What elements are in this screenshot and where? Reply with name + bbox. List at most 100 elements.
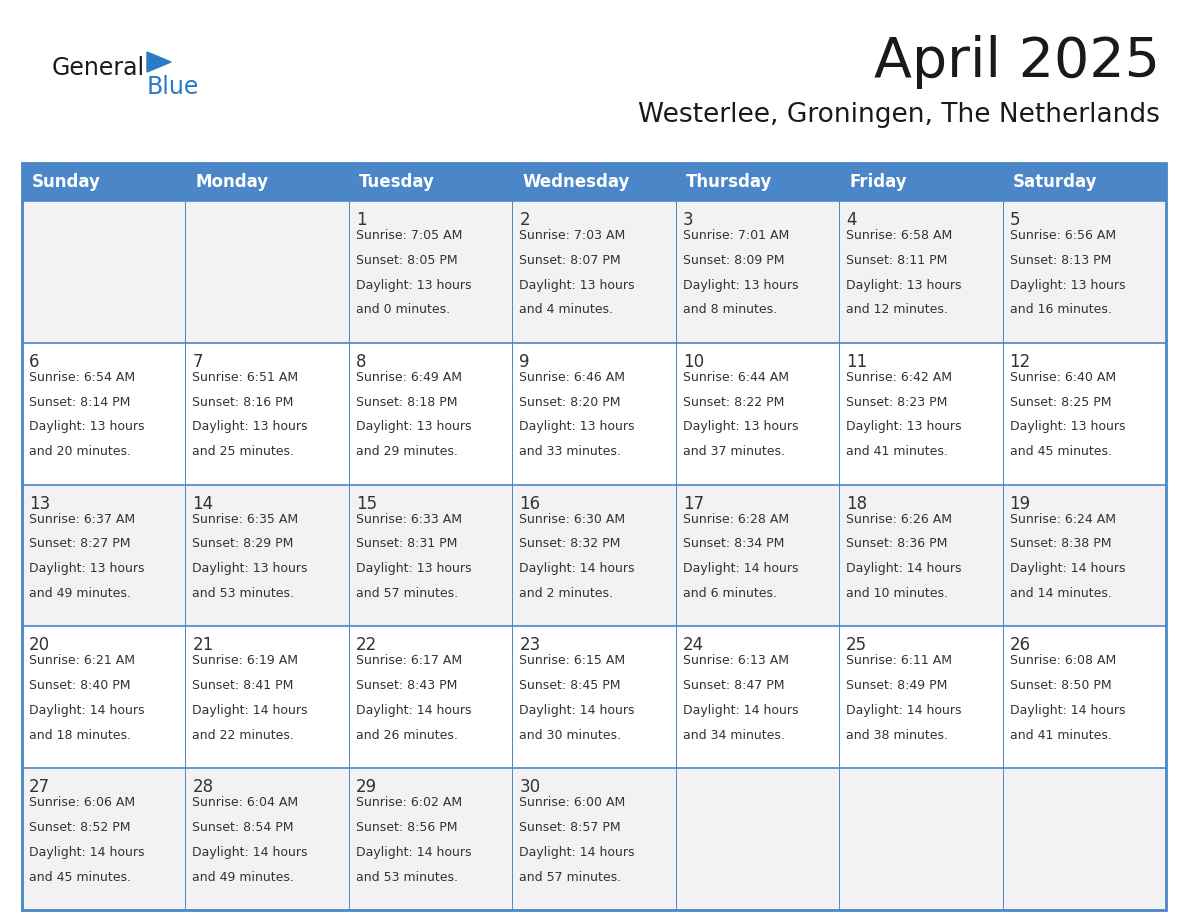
Text: 17: 17: [683, 495, 703, 512]
Text: Sunrise: 6:24 AM: Sunrise: 6:24 AM: [1010, 512, 1116, 526]
Text: 12: 12: [1010, 353, 1031, 371]
Bar: [349, 163, 512, 201]
Bar: [839, 485, 1003, 626]
Text: Sunrise: 6:08 AM: Sunrise: 6:08 AM: [1010, 655, 1116, 667]
Text: Sunset: 8:16 PM: Sunset: 8:16 PM: [192, 396, 293, 409]
Text: Sunset: 8:56 PM: Sunset: 8:56 PM: [356, 821, 457, 834]
Text: Daylight: 13 hours: Daylight: 13 hours: [683, 279, 798, 292]
Text: 30: 30: [519, 778, 541, 796]
Text: 20: 20: [29, 636, 50, 655]
Text: Sunrise: 7:05 AM: Sunrise: 7:05 AM: [356, 229, 462, 242]
Text: Sunrise: 6:51 AM: Sunrise: 6:51 AM: [192, 371, 298, 384]
Text: 21: 21: [192, 636, 214, 655]
Bar: [23, 201, 185, 342]
Text: and 41 minutes.: and 41 minutes.: [1010, 729, 1112, 742]
Text: Sunrise: 6:40 AM: Sunrise: 6:40 AM: [1010, 371, 1116, 384]
Text: Daylight: 14 hours: Daylight: 14 hours: [356, 845, 472, 859]
Text: and 53 minutes.: and 53 minutes.: [192, 587, 295, 600]
Bar: [676, 626, 839, 768]
Bar: [1003, 485, 1165, 626]
Text: Daylight: 13 hours: Daylight: 13 hours: [846, 279, 961, 292]
Text: Sunset: 8:40 PM: Sunset: 8:40 PM: [29, 679, 131, 692]
Text: Sunrise: 6:06 AM: Sunrise: 6:06 AM: [29, 796, 135, 809]
Text: Blue: Blue: [147, 75, 200, 99]
Text: Sunset: 8:25 PM: Sunset: 8:25 PM: [1010, 396, 1111, 409]
Text: Daylight: 13 hours: Daylight: 13 hours: [29, 562, 145, 576]
Text: Daylight: 13 hours: Daylight: 13 hours: [29, 420, 145, 433]
Text: Sunset: 8:11 PM: Sunset: 8:11 PM: [846, 253, 948, 267]
Text: Sunrise: 6:33 AM: Sunrise: 6:33 AM: [356, 512, 462, 526]
Text: Sunrise: 6:42 AM: Sunrise: 6:42 AM: [846, 371, 952, 384]
Text: Sunrise: 6:44 AM: Sunrise: 6:44 AM: [683, 371, 789, 384]
Text: Sunrise: 6:02 AM: Sunrise: 6:02 AM: [356, 796, 462, 809]
Bar: [676, 768, 839, 910]
Text: 6: 6: [29, 353, 39, 371]
Bar: [23, 163, 1165, 910]
Text: Sunrise: 7:03 AM: Sunrise: 7:03 AM: [519, 229, 626, 242]
Text: Daylight: 14 hours: Daylight: 14 hours: [29, 845, 145, 859]
Text: and 49 minutes.: and 49 minutes.: [192, 870, 295, 884]
Text: and 14 minutes.: and 14 minutes.: [1010, 587, 1112, 600]
Text: Sunset: 8:22 PM: Sunset: 8:22 PM: [683, 396, 784, 409]
Text: Sunrise: 6:37 AM: Sunrise: 6:37 AM: [29, 512, 135, 526]
Text: 24: 24: [683, 636, 703, 655]
Text: April 2025: April 2025: [874, 35, 1159, 89]
Bar: [23, 768, 185, 910]
Text: and 22 minutes.: and 22 minutes.: [192, 729, 295, 742]
Bar: [512, 163, 676, 201]
Text: Daylight: 13 hours: Daylight: 13 hours: [1010, 420, 1125, 433]
Text: Daylight: 13 hours: Daylight: 13 hours: [356, 420, 472, 433]
Text: and 53 minutes.: and 53 minutes.: [356, 870, 457, 884]
Text: Daylight: 14 hours: Daylight: 14 hours: [683, 562, 798, 576]
Text: and 45 minutes.: and 45 minutes.: [1010, 445, 1112, 458]
Text: Sunset: 8:07 PM: Sunset: 8:07 PM: [519, 253, 621, 267]
Bar: [185, 485, 349, 626]
Text: 9: 9: [519, 353, 530, 371]
Bar: [23, 626, 185, 768]
Text: Daylight: 14 hours: Daylight: 14 hours: [846, 704, 961, 717]
Text: and 4 minutes.: and 4 minutes.: [519, 304, 613, 317]
Text: 5: 5: [1010, 211, 1020, 229]
Text: Sunset: 8:14 PM: Sunset: 8:14 PM: [29, 396, 131, 409]
Text: General: General: [52, 56, 145, 80]
Text: Sunset: 8:41 PM: Sunset: 8:41 PM: [192, 679, 293, 692]
Bar: [349, 485, 512, 626]
Text: and 30 minutes.: and 30 minutes.: [519, 729, 621, 742]
Text: and 29 minutes.: and 29 minutes.: [356, 445, 457, 458]
Text: 4: 4: [846, 211, 857, 229]
Text: and 57 minutes.: and 57 minutes.: [519, 870, 621, 884]
Text: Friday: Friday: [849, 173, 906, 191]
Bar: [23, 163, 185, 201]
Text: 11: 11: [846, 353, 867, 371]
Text: Sunrise: 6:21 AM: Sunrise: 6:21 AM: [29, 655, 135, 667]
Text: Sunrise: 6:11 AM: Sunrise: 6:11 AM: [846, 655, 952, 667]
Text: and 2 minutes.: and 2 minutes.: [519, 587, 613, 600]
Text: and 45 minutes.: and 45 minutes.: [29, 870, 131, 884]
Text: Sunrise: 6:04 AM: Sunrise: 6:04 AM: [192, 796, 298, 809]
Bar: [512, 485, 676, 626]
Text: and 49 minutes.: and 49 minutes.: [29, 587, 131, 600]
Text: and 33 minutes.: and 33 minutes.: [519, 445, 621, 458]
Bar: [1003, 163, 1165, 201]
Text: Sunset: 8:05 PM: Sunset: 8:05 PM: [356, 253, 457, 267]
Bar: [23, 342, 185, 485]
Text: Sunrise: 6:46 AM: Sunrise: 6:46 AM: [519, 371, 625, 384]
Bar: [1003, 201, 1165, 342]
Bar: [676, 342, 839, 485]
Text: Sunset: 8:50 PM: Sunset: 8:50 PM: [1010, 679, 1111, 692]
Text: and 34 minutes.: and 34 minutes.: [683, 729, 784, 742]
Text: 22: 22: [356, 636, 377, 655]
Text: Daylight: 14 hours: Daylight: 14 hours: [519, 704, 634, 717]
Text: and 10 minutes.: and 10 minutes.: [846, 587, 948, 600]
Text: Daylight: 13 hours: Daylight: 13 hours: [519, 420, 634, 433]
Text: Sunday: Sunday: [32, 173, 101, 191]
Text: Daylight: 14 hours: Daylight: 14 hours: [519, 562, 634, 576]
Text: Sunset: 8:23 PM: Sunset: 8:23 PM: [846, 396, 948, 409]
Text: 25: 25: [846, 636, 867, 655]
Text: 3: 3: [683, 211, 694, 229]
Bar: [1003, 342, 1165, 485]
Bar: [512, 626, 676, 768]
Bar: [349, 626, 512, 768]
Text: 16: 16: [519, 495, 541, 512]
Text: Tuesday: Tuesday: [359, 173, 435, 191]
